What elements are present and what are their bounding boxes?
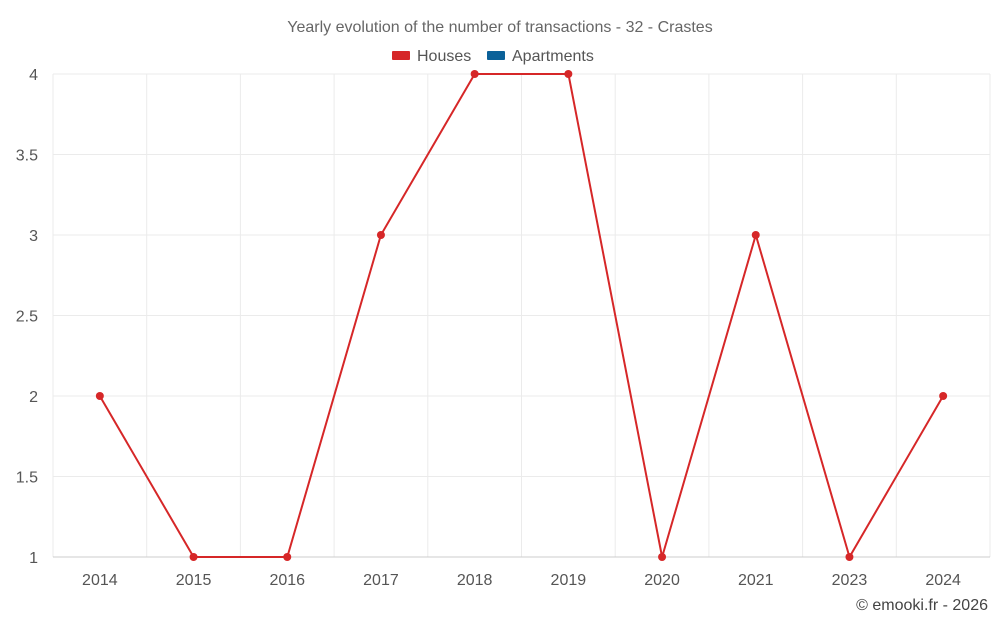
- chart-title: Yearly evolution of the number of transa…: [287, 19, 712, 36]
- y-tick-label: 2: [29, 389, 38, 406]
- data-point-houses-2023[interactable]: [845, 553, 854, 561]
- legend-label-apartments[interactable]: Apartments: [512, 48, 594, 65]
- data-point-houses-2021[interactable]: [751, 231, 760, 239]
- data-point-houses-2015[interactable]: [189, 553, 198, 561]
- data-point-houses-2019[interactable]: [564, 70, 573, 78]
- legend-swatch-apartments[interactable]: [487, 51, 505, 60]
- y-tick-label: 2.5: [16, 309, 38, 326]
- x-tick-label: 2015: [176, 572, 212, 589]
- data-point-houses-2017[interactable]: [376, 231, 385, 239]
- x-tick-label: 2024: [925, 572, 961, 589]
- y-tick-label: 1: [29, 550, 38, 567]
- legend-swatch-houses[interactable]: [392, 51, 410, 60]
- data-point-houses-2014[interactable]: [95, 392, 104, 400]
- series-layer: [95, 70, 948, 561]
- data-point-houses-2018[interactable]: [470, 70, 479, 78]
- data-point-houses-2020[interactable]: [658, 553, 667, 561]
- data-point-houses-2024[interactable]: [939, 392, 948, 400]
- x-tick-label: 2016: [269, 572, 305, 589]
- grid: [52, 73, 991, 558]
- series-line-houses[interactable]: [98, 73, 944, 558]
- y-tick-label: 3: [29, 228, 38, 245]
- y-tick-label: 3.5: [16, 148, 38, 165]
- x-tick-label: 2017: [363, 572, 399, 589]
- y-axis-ticks: 1 1.5 2 2.5 3 3.5 4: [16, 67, 38, 567]
- x-tick-label: 2018: [457, 572, 493, 589]
- x-tick-label: 2023: [832, 572, 868, 589]
- x-tick-label: 2020: [644, 572, 680, 589]
- data-point-houses-2016[interactable]: [283, 553, 292, 561]
- y-tick-label: 4: [29, 67, 38, 84]
- y-tick-label: 1.5: [16, 470, 38, 487]
- credit-text: © emooki.fr - 2026: [856, 597, 988, 614]
- x-tick-label: 2021: [738, 572, 774, 589]
- legend: Houses Apartments: [392, 48, 594, 65]
- x-tick-label: 2014: [82, 572, 118, 589]
- x-axis-ticks: 2014 2015 2016 2017 2018 2019 2020 2021 2023 2024: [82, 572, 961, 589]
- x-tick-label: 2019: [551, 572, 587, 589]
- legend-label-houses[interactable]: Houses: [417, 48, 471, 65]
